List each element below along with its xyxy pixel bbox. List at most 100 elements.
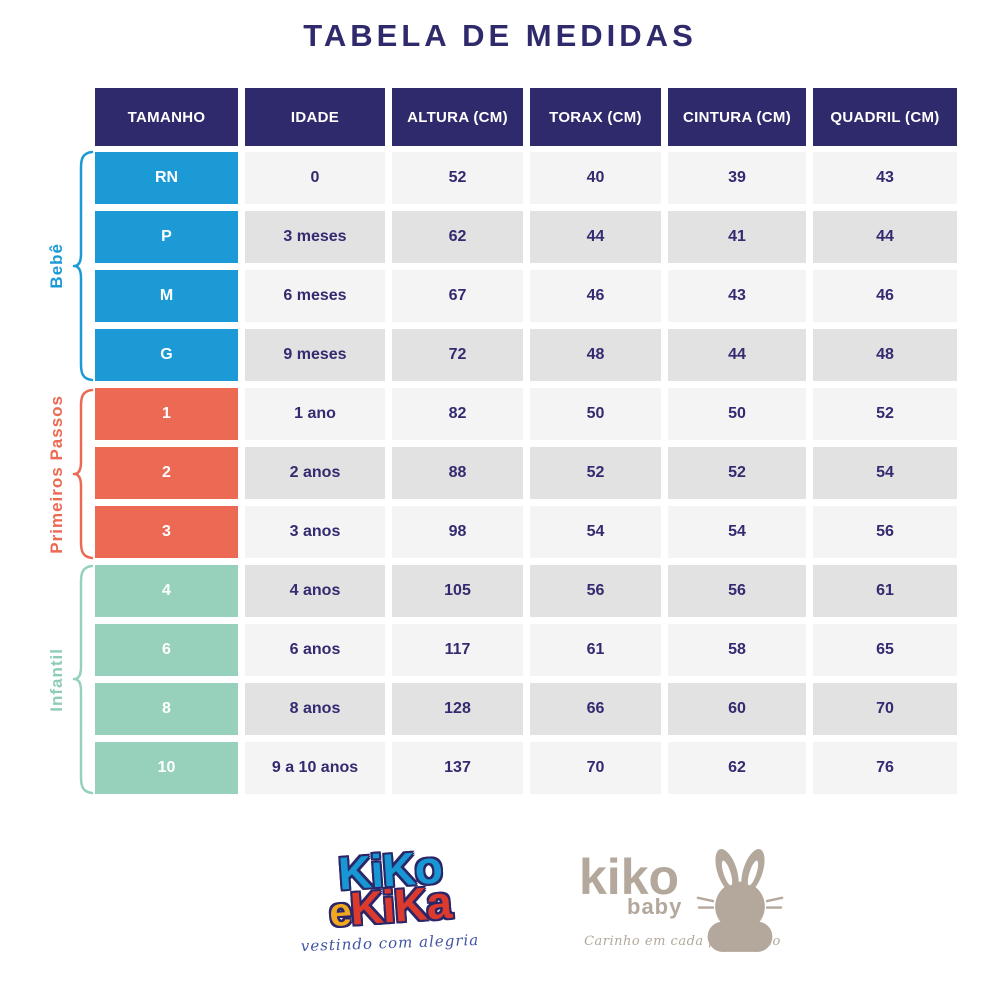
height-cell: 128 — [392, 683, 523, 735]
chest-cell: 48 — [530, 329, 661, 381]
waist-cell: 44 — [668, 329, 806, 381]
age-cell: 2 anos — [245, 447, 385, 499]
measurements-table: TAMANHO IDADE ALTURA (CM) TORAX (CM) CIN… — [95, 88, 957, 801]
age-cell: 8 anos — [245, 683, 385, 735]
group-label-text: Bebê — [47, 243, 66, 289]
chest-cell: 61 — [530, 624, 661, 676]
hip-cell: 76 — [813, 742, 957, 794]
size-cell: 8 — [95, 683, 238, 735]
group-label-text: Primeiros Passos — [47, 394, 66, 554]
age-cell: 6 anos — [245, 624, 385, 676]
group-brace-icon — [72, 564, 94, 795]
size-cell: G — [95, 329, 238, 381]
chest-cell: 44 — [530, 211, 661, 263]
column-header-torax: TORAX (CM) — [530, 88, 661, 146]
size-cell: 3 — [95, 506, 238, 558]
hip-cell: 52 — [813, 388, 957, 440]
kika-word: KiKa — [348, 876, 453, 936]
waist-cell: 56 — [668, 565, 806, 617]
chest-cell: 70 — [530, 742, 661, 794]
height-cell: 137 — [392, 742, 523, 794]
height-cell: 82 — [392, 388, 523, 440]
size-cell: 1 — [95, 388, 238, 440]
column-header-quadril: QUADRIL (CM) — [813, 88, 957, 146]
waist-cell: 43 — [668, 270, 806, 322]
kiko-baby-logo: kiko baby Carinho em cada pedaci — [575, 849, 790, 952]
waist-cell: 58 — [668, 624, 806, 676]
table-row-8: 8 8 anos 128 66 60 70 — [95, 683, 957, 735]
age-cell: 9 a 10 anos — [245, 742, 385, 794]
group-label-infantil: Infantil — [42, 564, 94, 795]
hip-cell: 43 — [813, 152, 957, 204]
column-header-idade: IDADE — [245, 88, 385, 146]
table-row-p: P 3 meses 62 44 41 44 — [95, 211, 957, 263]
size-cell: 4 — [95, 565, 238, 617]
size-cell: 2 — [95, 447, 238, 499]
waist-cell: 39 — [668, 152, 806, 204]
chest-cell: 40 — [530, 152, 661, 204]
group-brace-icon — [72, 150, 94, 382]
group-label-bebe: Bebê — [42, 150, 94, 382]
size-cell: P — [95, 211, 238, 263]
hip-cell: 70 — [813, 683, 957, 735]
age-cell: 3 anos — [245, 506, 385, 558]
hip-cell: 46 — [813, 270, 957, 322]
kiko-baby-sub: baby — [627, 894, 683, 919]
hip-cell: 65 — [813, 624, 957, 676]
waist-cell: 52 — [668, 447, 806, 499]
table-header-row: TAMANHO IDADE ALTURA (CM) TORAX (CM) CIN… — [95, 88, 957, 146]
column-header-altura: ALTURA (CM) — [392, 88, 523, 146]
column-header-tamanho: TAMANHO — [95, 88, 238, 146]
table-row-m: M 6 meses 67 46 43 46 — [95, 270, 957, 322]
chest-cell: 56 — [530, 565, 661, 617]
hip-cell: 48 — [813, 329, 957, 381]
height-cell: 67 — [392, 270, 523, 322]
size-cell: RN — [95, 152, 238, 204]
page-title: TABELA DE MEDIDAS — [303, 18, 697, 53]
table-row-4: 4 4 anos 105 56 56 61 — [95, 565, 957, 617]
chest-cell: 46 — [530, 270, 661, 322]
height-cell: 62 — [392, 211, 523, 263]
table-row-2: 2 2 anos 88 52 52 54 — [95, 447, 957, 499]
waist-cell: 60 — [668, 683, 806, 735]
age-cell: 1 ano — [245, 388, 385, 440]
size-cell: 10 — [95, 742, 238, 794]
table-row-1: 1 1 ano 82 50 50 52 — [95, 388, 957, 440]
height-cell: 72 — [392, 329, 523, 381]
kiko-e-kika-tagline: vestindo com alegria — [300, 930, 480, 955]
group-brace-icon — [72, 388, 94, 560]
hip-cell: 54 — [813, 447, 957, 499]
height-cell: 98 — [392, 506, 523, 558]
waist-cell: 50 — [668, 388, 806, 440]
column-header-cintura: CINTURA (CM) — [668, 88, 806, 146]
age-cell: 3 meses — [245, 211, 385, 263]
height-cell: 117 — [392, 624, 523, 676]
group-label-primeiros-passos: Primeiros Passos — [42, 388, 94, 560]
hip-cell: 56 — [813, 506, 957, 558]
chest-cell: 52 — [530, 447, 661, 499]
kiko-baby-wordmark: kiko — [579, 849, 680, 905]
waist-cell: 54 — [668, 506, 806, 558]
chest-cell: 66 — [530, 683, 661, 735]
size-cell: M — [95, 270, 238, 322]
chest-cell: 50 — [530, 388, 661, 440]
table-row-g: G 9 meses 72 48 44 48 — [95, 329, 957, 381]
age-cell: 0 — [245, 152, 385, 204]
table-row-3: 3 3 anos 98 54 54 56 — [95, 506, 957, 558]
age-cell: 6 meses — [245, 270, 385, 322]
hip-cell: 44 — [813, 211, 957, 263]
chest-cell: 54 — [530, 506, 661, 558]
size-cell: 6 — [95, 624, 238, 676]
kiko-e-kika-logo: KiKo eKiKa vestindo com alegria — [292, 840, 488, 955]
table-row-10: 10 9 a 10 anos 137 70 62 76 — [95, 742, 957, 794]
waist-cell: 41 — [668, 211, 806, 263]
age-cell: 9 meses — [245, 329, 385, 381]
bunny-icon — [696, 849, 784, 952]
hip-cell: 61 — [813, 565, 957, 617]
group-label-text: Infantil — [47, 647, 66, 712]
height-cell: 52 — [392, 152, 523, 204]
age-cell: 4 anos — [245, 565, 385, 617]
table-row-6: 6 6 anos 117 61 58 65 — [95, 624, 957, 676]
height-cell: 105 — [392, 565, 523, 617]
